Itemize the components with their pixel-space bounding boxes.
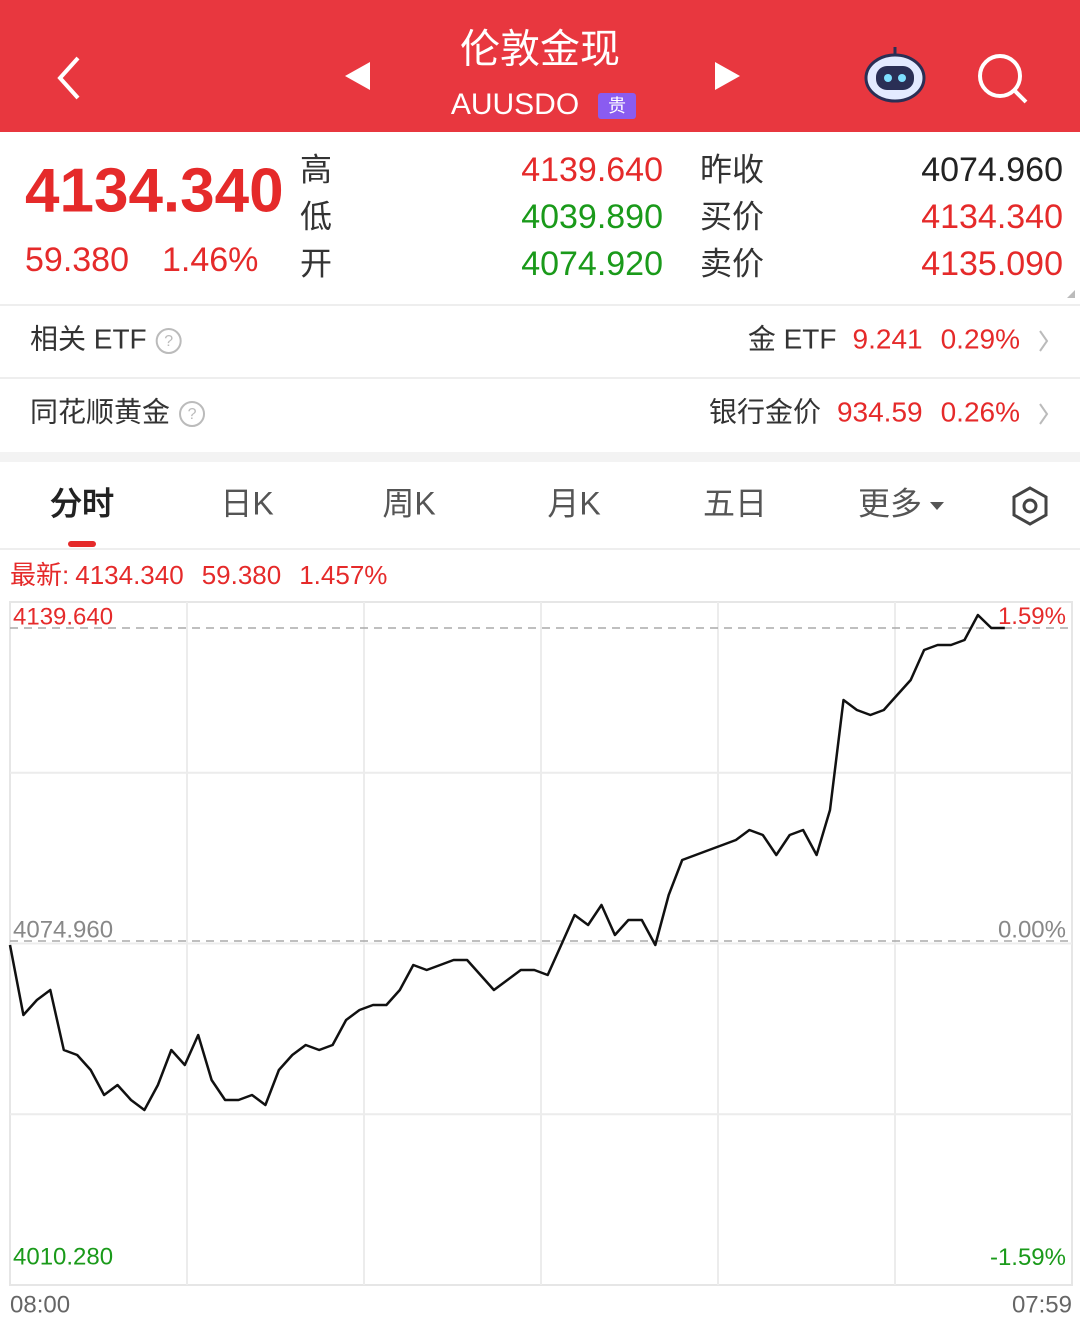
row-value: 9.241 bbox=[853, 323, 923, 354]
stat-value: 4039.890 bbox=[521, 198, 663, 236]
chart: 4139.640 4074.960 4010.280 1.59% 0.00% -1.59%… bbox=[8, 601, 1073, 1318]
header-title: 伦敦金现 bbox=[460, 28, 620, 72]
chart-info: 最新: 4134.340 59.380 1.457% bbox=[10, 560, 387, 590]
rows: 相关 ETF? 0.29% 9.241 金 ETF 同花顺黄金? 0.26% 934.59 银… bbox=[30, 323, 1049, 427]
row-name: 金 ETF bbox=[748, 323, 837, 354]
y-tick-label: 4074.960 bbox=[13, 916, 113, 943]
y-tick-label: 4010.280 bbox=[13, 1243, 113, 1270]
settings-button-core bbox=[1022, 498, 1038, 514]
search-button[interactable] bbox=[978, 54, 1028, 104]
stat-label: 低 bbox=[300, 198, 332, 234]
prev-button[interactable] bbox=[345, 62, 370, 90]
stat-label: 高 bbox=[300, 151, 332, 187]
help-icon[interactable] bbox=[179, 401, 206, 427]
tab[interactable]: 周K bbox=[382, 485, 435, 521]
stat-label: 卖价 bbox=[700, 245, 764, 281]
badge: 贵 bbox=[608, 96, 626, 116]
more-arrow[interactable] bbox=[930, 502, 944, 510]
price-change-pct: 1.46% bbox=[162, 241, 258, 279]
help-mark: ? bbox=[188, 406, 197, 423]
back-button[interactable] bbox=[57, 56, 80, 100]
stat-value: 4074.960 bbox=[921, 151, 1063, 189]
info-label: 最新: bbox=[10, 560, 69, 590]
stat-label: 买价 bbox=[700, 198, 764, 234]
row-pct: 0.29% bbox=[941, 323, 1020, 354]
info-value: 4134.340 bbox=[75, 560, 183, 590]
y2-tick-label: 1.59% bbox=[998, 603, 1066, 630]
price-line bbox=[8, 613, 1005, 1112]
stat-label: 开 bbox=[300, 245, 332, 281]
corner-mark bbox=[1067, 290, 1075, 298]
tab[interactable]: 月K bbox=[547, 485, 600, 521]
info-change: 59.380 bbox=[202, 560, 282, 590]
last-price: 4134.340 bbox=[25, 156, 284, 225]
row-pct: 0.26% bbox=[941, 396, 1020, 427]
y2-tick-label: 0.00% bbox=[998, 916, 1066, 943]
settings-button[interactable] bbox=[1012, 486, 1048, 526]
assistant-button[interactable] bbox=[864, 47, 926, 103]
stats: 高 4139.640 低 4039.890 开 4074.920 昨收 4074.960 买价 4… bbox=[300, 151, 1063, 283]
badge-bg bbox=[598, 93, 636, 119]
stat-label: 昨收 bbox=[700, 151, 764, 187]
row-name: 银行金价 bbox=[709, 396, 821, 427]
stat-value: 4139.640 bbox=[521, 151, 663, 189]
row-chevron[interactable] bbox=[1039, 330, 1049, 352]
next-button[interactable] bbox=[715, 62, 740, 90]
section-gap bbox=[0, 452, 1080, 462]
stat-value: 4134.340 bbox=[921, 198, 1063, 236]
tab[interactable]: 分时 bbox=[50, 485, 114, 521]
tab[interactable]: 五日 bbox=[703, 485, 767, 521]
tab-indicator bbox=[68, 541, 96, 547]
header-code: AUUSDO bbox=[451, 88, 579, 121]
row-chevron[interactable] bbox=[1039, 403, 1049, 425]
price-change: 59.380 bbox=[25, 241, 129, 279]
row-label: 相关 ETF bbox=[30, 323, 147, 354]
info-pct: 1.457% bbox=[299, 560, 387, 590]
help-mark: ? bbox=[164, 333, 173, 350]
x-tick-label: 07:59 bbox=[1012, 1291, 1072, 1318]
tab[interactable]: 日K bbox=[220, 485, 273, 521]
help-icon[interactable] bbox=[155, 328, 182, 354]
stat-value: 4135.090 bbox=[921, 245, 1063, 283]
row-value: 934.59 bbox=[837, 396, 923, 427]
row-label: 同花顺黄金 bbox=[30, 396, 170, 427]
y-tick-label: 4139.640 bbox=[13, 603, 113, 630]
tabs: 分时 日K 周K 月K 五日 更多 bbox=[50, 485, 922, 521]
y2-tick-label: -1.59% bbox=[990, 1244, 1066, 1271]
x-tick-label: 08:00 bbox=[10, 1291, 70, 1318]
stat-value: 4074.920 bbox=[521, 245, 663, 283]
tab[interactable]: 更多 bbox=[858, 485, 922, 521]
